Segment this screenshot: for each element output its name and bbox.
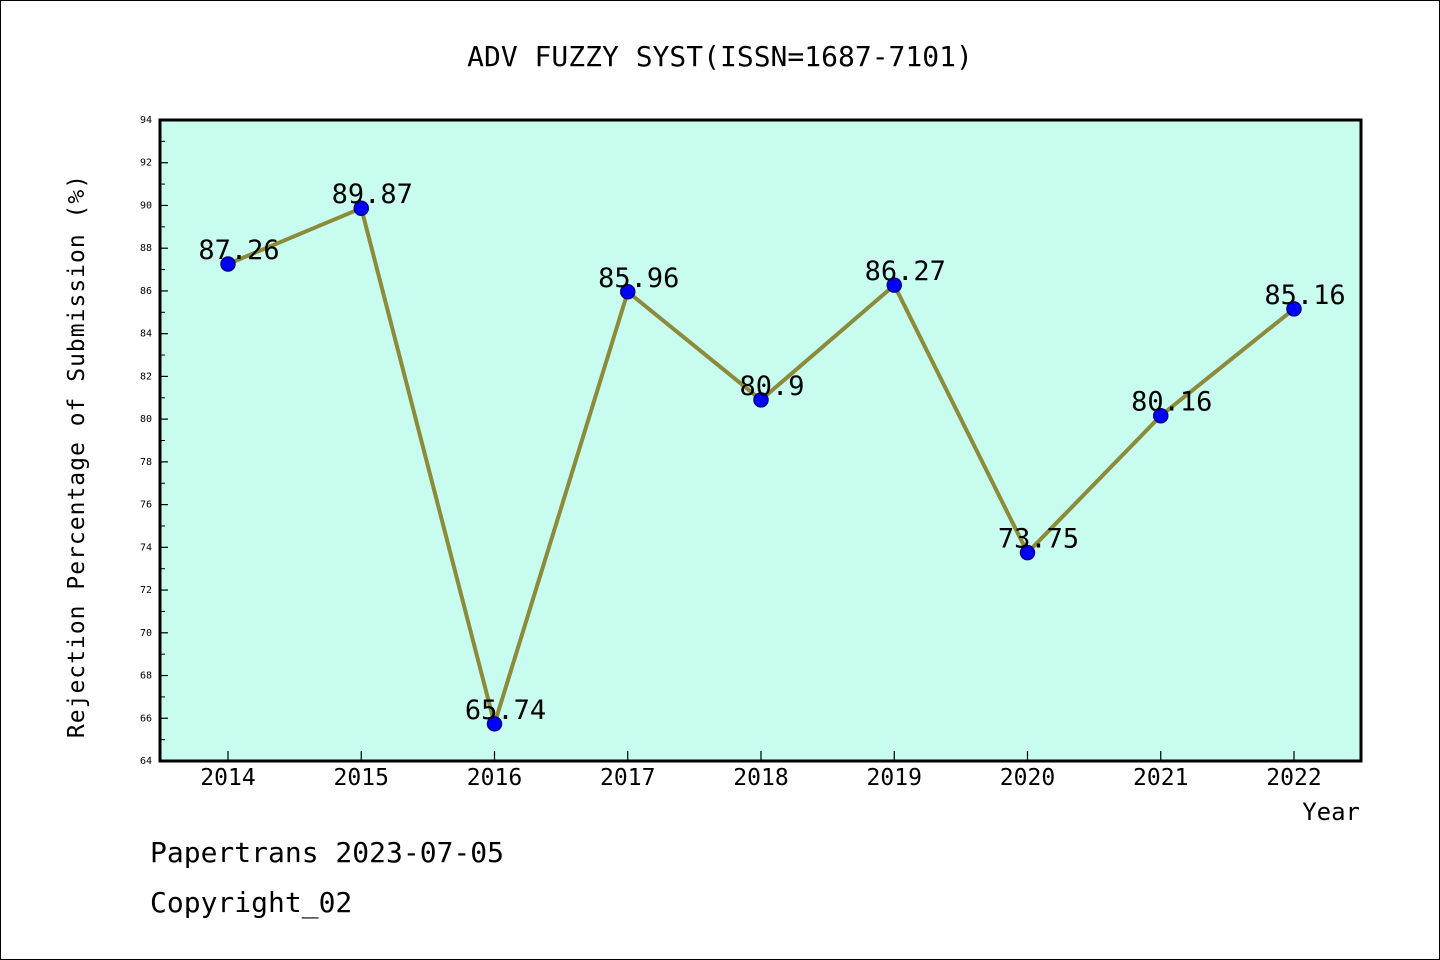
y-tick-label: 68 [140, 671, 152, 682]
data-label: 80.9 [739, 371, 804, 402]
x-tick-label: 2021 [1133, 765, 1188, 791]
y-tick-label: 72 [140, 585, 152, 596]
data-point [1286, 301, 1302, 317]
y-tick-label: 82 [140, 371, 152, 382]
x-tick-label: 2014 [200, 765, 255, 791]
x-tick-label: 2020 [1000, 765, 1055, 791]
data-label: 80.16 [1131, 387, 1212, 418]
y-axis-label: Rejection Percentage of Submission (%) [64, 174, 90, 738]
data-labels: 87.26 89.87 65.74 85.96 80.9 86.27 73.75 80.16 8… [198, 179, 1345, 726]
x-tick-label: 2018 [733, 765, 788, 791]
data-point [753, 392, 769, 408]
data-point [220, 256, 236, 272]
series-markers [220, 200, 1302, 732]
data-label: 65.74 [465, 695, 546, 726]
y-tick-label: 64 [140, 756, 152, 767]
data-point [1153, 407, 1169, 424]
data-point [353, 200, 369, 216]
footer-copyright: Copyright_02 [150, 886, 353, 919]
y-tick-label: 66 [140, 713, 152, 724]
data-label: 73.75 [998, 524, 1079, 555]
x-tick-label: 2019 [867, 765, 922, 791]
x-axis: 2014 2015 2016 2017 2018 2019 2020 2021 2022 [200, 751, 1322, 791]
x-tick-label: 2017 [600, 765, 655, 791]
y-tick-label: 80 [140, 414, 152, 425]
y-tick-label: 92 [140, 158, 152, 169]
y-tick-label: 74 [140, 542, 152, 553]
data-label: 86.27 [865, 256, 946, 287]
y-axis: 64 66 68 70 72 74 76 78 80 82 84 86 88 90 92 94 [140, 115, 168, 767]
x-tick-label: 2022 [1266, 765, 1321, 791]
data-point [1019, 544, 1036, 561]
data-point [886, 277, 902, 293]
x-axis-label: Year [1302, 798, 1360, 826]
y-tick-label: 94 [140, 115, 152, 126]
data-label: 85.16 [1264, 280, 1345, 311]
y-tick-label: 70 [140, 628, 152, 639]
plot-area [158, 118, 1363, 763]
chart-title: ADV FUZZY SYST(ISSN=1687-7101) [467, 40, 973, 73]
data-point [620, 284, 636, 300]
data-point [486, 716, 503, 732]
y-tick-label: 78 [140, 457, 152, 468]
footer-source: Papertrans 2023-07-05 [150, 836, 505, 869]
y-tick-label: 84 [140, 329, 152, 340]
x-tick-label: 2016 [467, 765, 522, 791]
y-tick-label: 90 [140, 200, 152, 211]
y-tick-label: 88 [140, 243, 152, 254]
data-label: 87.26 [198, 235, 279, 266]
data-label: 89.87 [332, 179, 413, 210]
data-label: 85.96 [598, 263, 679, 294]
y-tick-label: 76 [140, 500, 152, 511]
x-tick-label: 2015 [334, 765, 389, 791]
y-tick-label: 86 [140, 286, 152, 297]
